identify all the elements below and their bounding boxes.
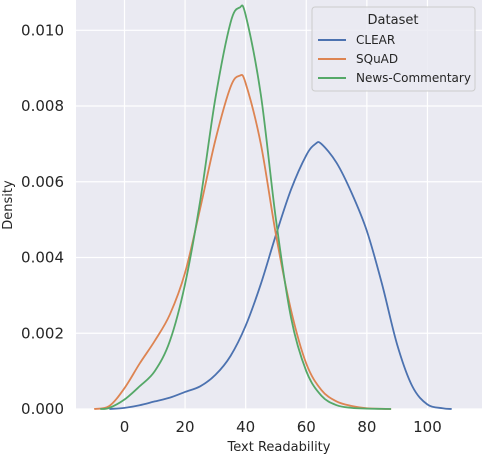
y-tick-label: 0.006 (21, 173, 64, 191)
y-tick-labels: 0.000 0.002 0.004 0.006 0.008 0.010 (21, 21, 64, 418)
series-line-squad (94, 74, 392, 410)
legend-label-squad: SQuAD (356, 52, 398, 66)
x-tick-label: 40 (236, 418, 255, 436)
y-tick-label: 0.010 (21, 21, 64, 39)
y-axis-label: Density (1, 180, 16, 230)
x-axis-label: Text Readability (227, 440, 331, 454)
x-tick-label: 0 (120, 418, 130, 436)
legend-title: Dataset (368, 13, 419, 28)
y-tick-label: 0.008 (21, 97, 64, 115)
series-lines (94, 4, 452, 410)
legend-label-clear: CLEAR (356, 33, 395, 47)
x-tick-label: 20 (176, 418, 195, 436)
grid (76, 0, 482, 410)
y-tick-label: 0.002 (21, 324, 64, 342)
legend-box (311, 6, 476, 92)
legend-label-news-commentary: News-Commentary (356, 71, 471, 85)
y-tick-label: 0.004 (21, 249, 64, 267)
x-tick-label: 100 (413, 418, 442, 436)
x-tick-label: 60 (297, 418, 316, 436)
series-line-news-commentary (100, 4, 392, 410)
series-line-clear (109, 141, 452, 410)
x-tick-labels: 0 20 40 60 80 100 (120, 418, 442, 436)
legend: Dataset CLEAR SQuAD News-Commentary (311, 6, 476, 92)
legend-items: CLEAR SQuAD News-Commentary (318, 33, 471, 85)
x-tick-label: 80 (357, 418, 376, 436)
y-tick-label: 0.000 (21, 400, 64, 418)
